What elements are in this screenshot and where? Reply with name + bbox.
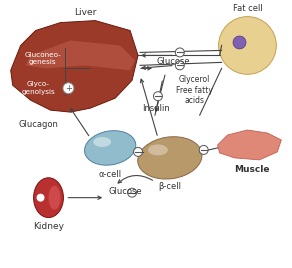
Text: +: + xyxy=(65,84,72,93)
Text: Fat cell: Fat cell xyxy=(233,4,262,13)
Circle shape xyxy=(128,188,137,197)
Ellipse shape xyxy=(219,17,276,74)
Polygon shape xyxy=(26,40,135,70)
Text: Muscle: Muscle xyxy=(234,165,269,174)
Ellipse shape xyxy=(138,137,202,179)
Polygon shape xyxy=(11,21,138,112)
Text: Kidney: Kidney xyxy=(33,222,64,230)
Ellipse shape xyxy=(233,36,246,49)
Text: α-cell: α-cell xyxy=(99,170,122,179)
Circle shape xyxy=(133,147,142,157)
Ellipse shape xyxy=(93,137,111,147)
Circle shape xyxy=(175,61,184,70)
Text: Liver: Liver xyxy=(74,8,96,17)
Circle shape xyxy=(199,146,208,154)
Text: β-cell: β-cell xyxy=(158,182,181,191)
Ellipse shape xyxy=(85,131,136,165)
Ellipse shape xyxy=(148,144,168,155)
Text: Glucose: Glucose xyxy=(157,57,191,66)
Text: Gluconeo-
genesis: Gluconeo- genesis xyxy=(24,52,61,65)
Circle shape xyxy=(175,48,184,57)
Circle shape xyxy=(36,194,44,202)
Ellipse shape xyxy=(34,178,63,218)
Text: Glyco-
genolysis: Glyco- genolysis xyxy=(22,81,55,95)
Circle shape xyxy=(63,83,74,94)
Circle shape xyxy=(154,92,162,101)
Ellipse shape xyxy=(48,186,60,210)
Text: Glucagon: Glucagon xyxy=(19,120,58,129)
Text: Insulin: Insulin xyxy=(142,104,170,113)
Polygon shape xyxy=(218,130,281,160)
Text: Glycerol
Free fatty
acids: Glycerol Free fatty acids xyxy=(176,75,213,105)
Text: Glucose: Glucose xyxy=(108,187,142,196)
